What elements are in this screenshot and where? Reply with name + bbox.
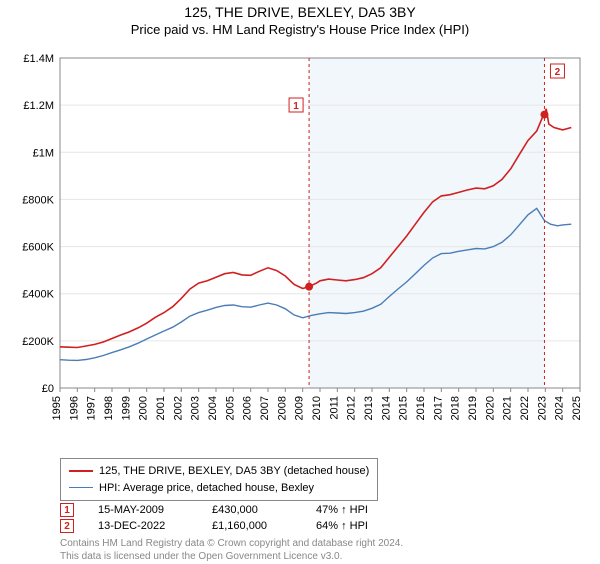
chart-svg: £0 £200K £400K £600K £800K £1M £1.2M £1.4M 1995 1…	[8, 52, 588, 452]
legend-label-subject: 125, THE DRIVE, BEXLEY, DA5 3BY (detache…	[99, 463, 369, 480]
chart: £0 £200K £400K £600K £800K £1M £1.2M £1.4M 1995 1…	[8, 52, 588, 457]
svg-text:2007: 2007	[259, 396, 271, 420]
svg-text:2004: 2004	[207, 396, 219, 420]
footer-line1: Contains HM Land Registry data © Crown c…	[60, 538, 403, 551]
sale-row-2: 2 13-DEC-2022 £1,160,000 64% ↑ HPI	[60, 518, 368, 534]
legend-swatch-subject	[69, 470, 93, 472]
svg-text:2011: 2011	[328, 396, 340, 420]
sale-date-2: 13-DEC-2022	[98, 520, 188, 532]
svg-text:2000: 2000	[138, 396, 150, 420]
sale-price-2: £1,160,000	[212, 520, 292, 532]
svg-text:2002: 2002	[172, 396, 184, 420]
svg-text:2009: 2009	[294, 396, 306, 420]
svg-text:2003: 2003	[190, 396, 202, 420]
svg-text:£800K: £800K	[22, 194, 54, 206]
sale-price-1: £430,000	[212, 504, 292, 516]
sale-marker-1: 1	[60, 503, 74, 517]
svg-text:£1.4M: £1.4M	[23, 53, 54, 65]
svg-text:2017: 2017	[432, 396, 444, 420]
svg-text:2005: 2005	[224, 396, 236, 420]
svg-text:2019: 2019	[467, 396, 479, 420]
footer-line2: This data is licensed under the Open Gov…	[60, 551, 403, 564]
chart-container: 125, THE DRIVE, BEXLEY, DA5 3BY Price pa…	[0, 4, 600, 564]
svg-text:£200K: £200K	[22, 336, 54, 348]
sale-date-1: 15-MAY-2009	[98, 504, 188, 516]
svg-text:2010: 2010	[311, 396, 323, 420]
svg-text:£600K: £600K	[22, 242, 54, 254]
footer: Contains HM Land Registry data © Crown c…	[60, 538, 403, 563]
svg-text:2015: 2015	[398, 396, 410, 420]
svg-text:2: 2	[555, 67, 561, 78]
svg-text:1995: 1995	[51, 396, 63, 420]
svg-text:2020: 2020	[484, 396, 496, 420]
page-subtitle: Price paid vs. HM Land Registry's House …	[0, 22, 600, 37]
svg-text:£1.2M: £1.2M	[23, 100, 54, 112]
sale-marker-2: 2	[60, 519, 74, 533]
svg-text:2021: 2021	[502, 396, 514, 420]
svg-text:2001: 2001	[155, 396, 167, 420]
svg-text:2022: 2022	[519, 396, 531, 420]
sale-delta-1: 47% ↑ HPI	[316, 504, 368, 516]
sale-delta-2: 64% ↑ HPI	[316, 520, 368, 532]
sale-row-1: 1 15-MAY-2009 £430,000 47% ↑ HPI	[60, 502, 368, 518]
svg-text:2013: 2013	[363, 396, 375, 420]
svg-text:1998: 1998	[103, 396, 115, 420]
svg-text:2014: 2014	[380, 396, 392, 420]
legend-label-hpi: HPI: Average price, detached house, Bexl…	[99, 480, 314, 497]
sales-table: 1 15-MAY-2009 £430,000 47% ↑ HPI 2 13-DE…	[60, 502, 368, 534]
svg-text:2006: 2006	[242, 396, 254, 420]
svg-text:1999: 1999	[120, 396, 132, 420]
svg-text:2023: 2023	[536, 396, 548, 420]
svg-text:£400K: £400K	[22, 289, 54, 301]
svg-text:2025: 2025	[571, 396, 583, 420]
svg-text:£0: £0	[42, 383, 54, 395]
page-title: 125, THE DRIVE, BEXLEY, DA5 3BY	[0, 4, 600, 20]
legend-swatch-hpi	[69, 487, 93, 488]
svg-text:2024: 2024	[554, 396, 566, 420]
legend-item-hpi: HPI: Average price, detached house, Bexl…	[69, 480, 369, 497]
legend-item-subject: 125, THE DRIVE, BEXLEY, DA5 3BY (detache…	[69, 463, 369, 480]
svg-text:2016: 2016	[415, 396, 427, 420]
legend: 125, THE DRIVE, BEXLEY, DA5 3BY (detache…	[60, 458, 378, 501]
svg-text:2008: 2008	[276, 396, 288, 420]
svg-text:1997: 1997	[86, 396, 98, 420]
svg-text:1996: 1996	[68, 396, 80, 420]
svg-text:1: 1	[293, 101, 299, 112]
svg-text:2018: 2018	[450, 396, 462, 420]
svg-text:£1M: £1M	[33, 147, 54, 159]
svg-text:2012: 2012	[346, 396, 358, 420]
